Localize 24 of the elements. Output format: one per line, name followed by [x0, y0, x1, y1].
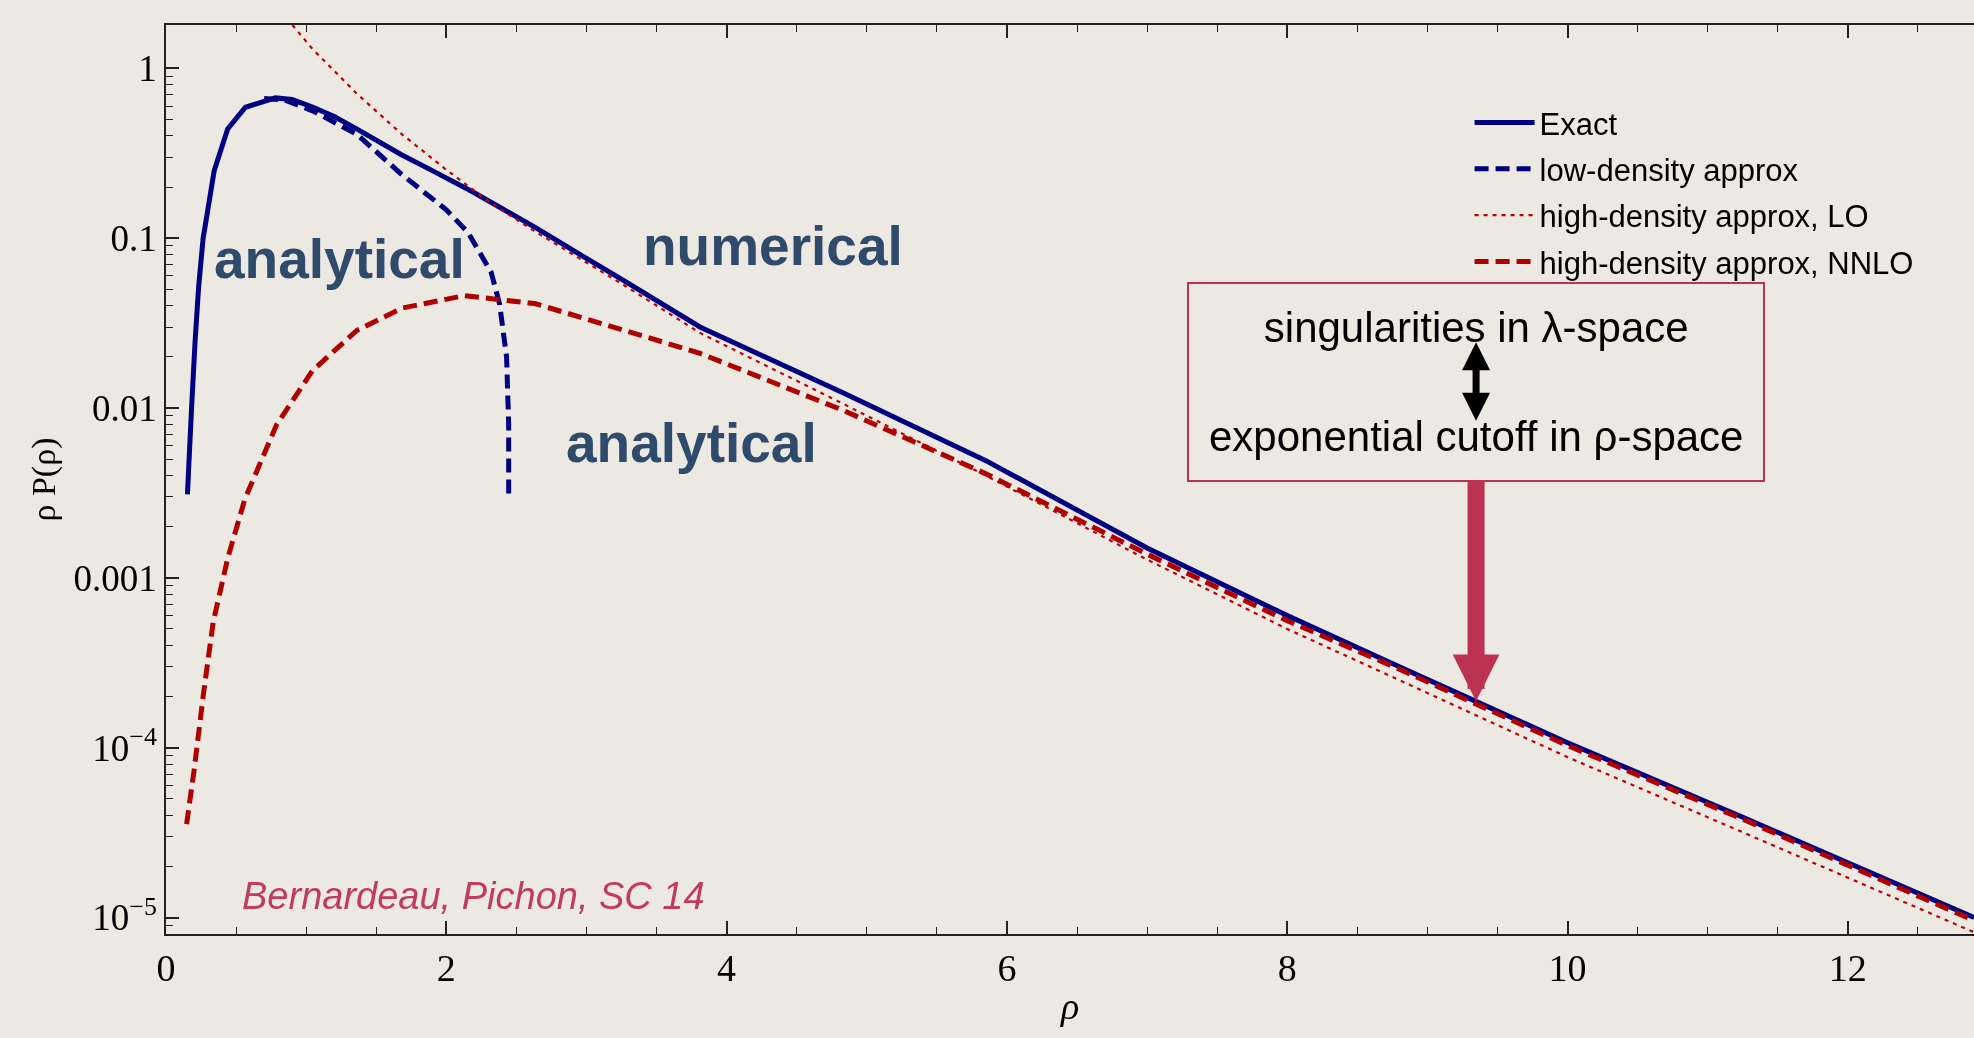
y-tick-label: 0.1 — [110, 218, 157, 260]
y-tick-label: 0.001 — [73, 557, 157, 599]
annotation: analytical — [214, 228, 465, 290]
y-tick-label: 0.01 — [92, 387, 157, 429]
y-axis-title: ρ P(ρ) — [24, 437, 63, 522]
y-tick-label: 10$^{−5}$ — [92, 891, 157, 939]
legend-label: low-density approx — [1539, 152, 1799, 188]
annotation: Bernardeau, Pichon, SC 14 — [242, 875, 705, 917]
legend-label: Exact — [1539, 106, 1618, 142]
x-tick-label: 8 — [1277, 947, 1297, 990]
x-axis-title: ρ — [1059, 984, 1080, 1027]
legend-label: high-density approx, NNLO — [1539, 245, 1914, 281]
x-tick-label: 0 — [156, 947, 176, 990]
x-tick-label: 4 — [717, 947, 737, 990]
text: singularities in λ-space exponential cutoff in ρ-space — [1209, 304, 1744, 461]
x-tick-label: 10 — [1548, 947, 1587, 990]
annotation: analytical — [566, 412, 817, 474]
x-tick-label: 6 — [997, 947, 1017, 990]
x-tick-label: 2 — [436, 947, 456, 990]
y-tick-label: 10$^{−4}$ — [92, 722, 157, 769]
annotation: numerical — [643, 215, 903, 277]
legend-label: high-density approx, LO — [1539, 199, 1869, 235]
x-tick-label: 12 — [1828, 947, 1867, 990]
y-tick-label: 1 — [138, 48, 157, 90]
